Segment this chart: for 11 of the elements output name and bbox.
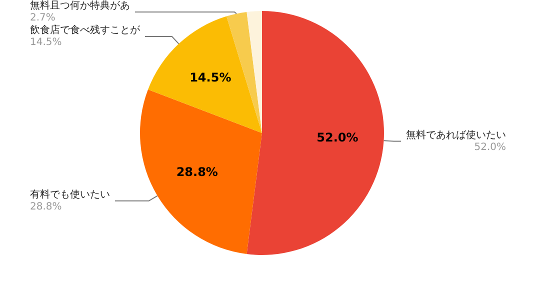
slice-label: 有料でも使いたい — [30, 188, 110, 200]
text: 28.8% — [176, 164, 218, 179]
text: 52.0% — [316, 130, 358, 145]
data-label: 28.8% — [30, 201, 62, 212]
data-label: 2.7% — [30, 12, 56, 24]
data-label: 52.0% — [474, 142, 506, 153]
slice-label: 飲食店で食べ残すことが — [30, 24, 141, 36]
data-label: 14.5% — [190, 70, 232, 85]
slice-label: 無料であれば使いたい — [406, 128, 506, 141]
text: 14.5% — [30, 36, 62, 48]
slice-label: 無料且つ何か特典があ — [30, 0, 130, 12]
